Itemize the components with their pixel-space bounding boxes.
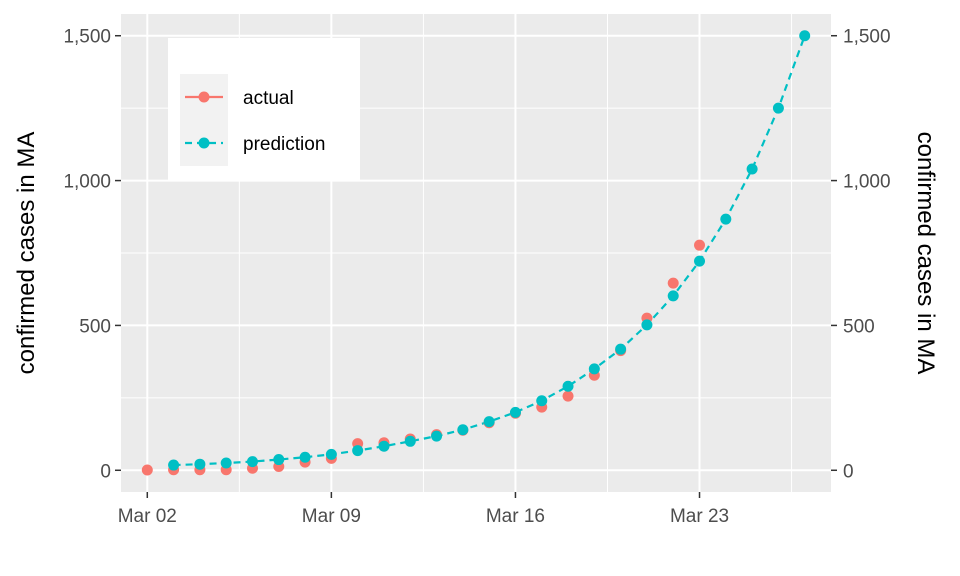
data-point-actual bbox=[562, 390, 574, 402]
data-point-prediction bbox=[799, 30, 811, 42]
y-axis-title-left: confirmed cases in MA bbox=[13, 132, 40, 375]
series-layer bbox=[141, 30, 811, 476]
data-point-actual bbox=[694, 239, 706, 251]
data-point-prediction bbox=[378, 440, 390, 452]
data-point-actual bbox=[141, 464, 153, 476]
y-tick-label-left: 1,000 bbox=[63, 172, 111, 193]
data-point-prediction bbox=[667, 290, 679, 302]
data-point-prediction bbox=[772, 102, 784, 114]
x-tick-label: Mar 09 bbox=[302, 506, 361, 527]
data-point-prediction bbox=[694, 255, 706, 267]
major-gridlines bbox=[121, 14, 831, 492]
data-point-prediction bbox=[457, 424, 469, 436]
y-tick-label-left: 0 bbox=[100, 461, 111, 482]
data-point-prediction bbox=[431, 430, 443, 442]
y-tick-label-right: 1,500 bbox=[843, 27, 891, 48]
y-tick-label-right: 1,000 bbox=[843, 172, 891, 193]
data-point-prediction bbox=[299, 451, 311, 463]
y-tick-label-left: 500 bbox=[79, 316, 111, 337]
data-point-prediction bbox=[246, 456, 258, 468]
data-point-prediction bbox=[194, 458, 206, 470]
y-tick-label-right: 0 bbox=[843, 461, 854, 482]
data-point-prediction bbox=[562, 380, 574, 392]
legend-label-prediction: prediction bbox=[243, 134, 325, 155]
x-tick-label: Mar 23 bbox=[670, 506, 729, 527]
data-point-prediction bbox=[536, 395, 548, 407]
axes-layer: 0 0 500 500 1,000 1,000 1,500 1,500 Mar 02 Mar 09… bbox=[63, 27, 890, 527]
legend-label-actual: actual bbox=[243, 88, 294, 109]
data-point-prediction bbox=[325, 448, 337, 460]
data-point-prediction bbox=[483, 416, 495, 428]
data-point-prediction bbox=[220, 457, 232, 469]
data-point-prediction bbox=[509, 406, 521, 418]
data-point-actual bbox=[667, 277, 679, 289]
x-tick-label: Mar 16 bbox=[486, 506, 545, 527]
data-point-prediction bbox=[615, 343, 627, 355]
data-point-prediction bbox=[720, 213, 732, 225]
data-point-prediction bbox=[352, 445, 364, 457]
legend: actual prediction bbox=[168, 38, 360, 181]
data-point-prediction bbox=[168, 459, 180, 471]
y-axis-title-right: confirmed cases in MA bbox=[912, 132, 939, 375]
legend-point-prediction bbox=[198, 137, 210, 149]
data-point-prediction bbox=[641, 319, 653, 331]
y-tick-label-right: 500 bbox=[843, 316, 875, 337]
data-point-prediction bbox=[404, 435, 416, 447]
data-point-prediction bbox=[746, 163, 758, 175]
data-point-prediction bbox=[273, 454, 285, 466]
data-point-prediction bbox=[588, 363, 600, 375]
legend-point-actual bbox=[198, 91, 210, 103]
x-tick-label: Mar 02 bbox=[118, 506, 177, 527]
y-tick-label-left: 1,500 bbox=[63, 27, 111, 48]
